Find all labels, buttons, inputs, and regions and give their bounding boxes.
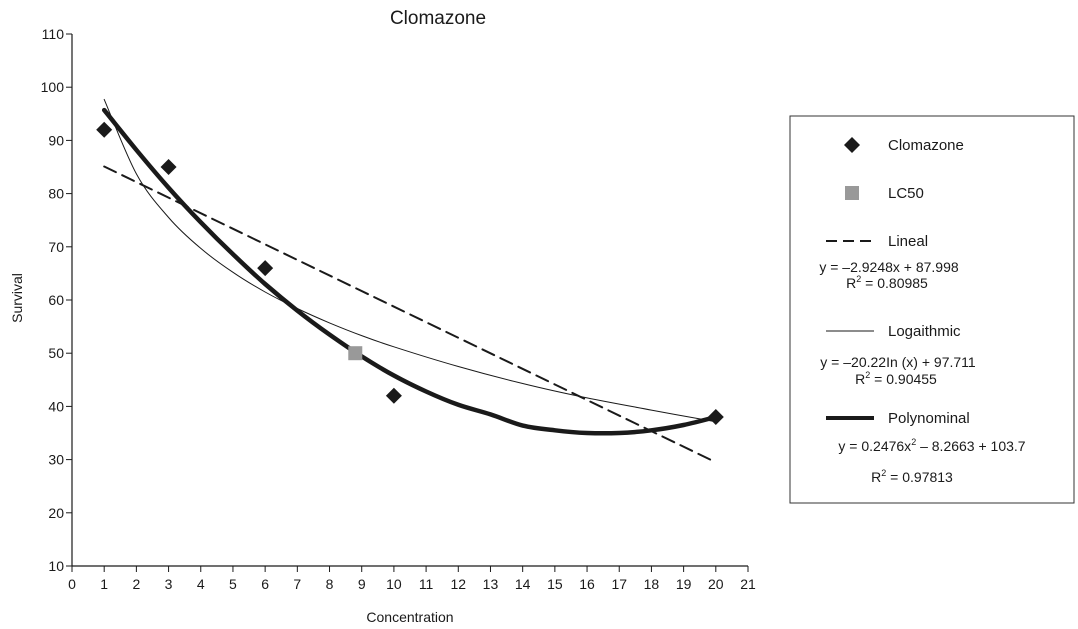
y-tick-label: 20 (48, 505, 64, 521)
legend-label-polynominal: Polynominal (888, 410, 970, 427)
r2-value: = 0.90455 (870, 371, 937, 387)
x-tick-label: 13 (483, 576, 499, 592)
series-line-lineal (103, 165, 717, 464)
y-tick-label: 80 (48, 186, 64, 202)
y-tick-label: 30 (48, 452, 64, 468)
y-tick-label: 110 (42, 26, 65, 42)
data-point-clomazone (160, 159, 177, 175)
x-tick-label: 2 (132, 576, 140, 592)
x-tick-label: 3 (165, 576, 173, 592)
y-tick-label: 90 (48, 132, 64, 148)
r2-exponent: 2 (881, 468, 886, 478)
x-tick-label: 21 (740, 576, 756, 592)
x-tick-label: 10 (386, 576, 402, 592)
r2-prefix: R (871, 469, 881, 485)
x-tick-label: 14 (515, 576, 531, 592)
chart-title: Clomazone (390, 8, 486, 29)
series-line-logaithmic (103, 98, 717, 423)
x-ticks: 0 1 2 3 4 5 6 7 8 9 10 11 12 13 14 15 16 17 18 19 20 21 (68, 566, 756, 592)
y-tick-label: 60 (48, 292, 64, 308)
eq-part-a: y = 0.2476x (838, 438, 911, 454)
y-tick-label: 100 (41, 79, 65, 95)
x-tick-label: 1 (100, 576, 108, 592)
x-tick-label: 8 (326, 576, 334, 592)
y-tick-label: 50 (48, 345, 64, 361)
legend-equation-polynominal: y = 0.2476x2 – 8.2663 + 103.7 (838, 437, 1025, 454)
legend-equation-logaithmic: y = –20.22In (x) + 97.711 (820, 354, 976, 370)
r2-prefix: R (846, 275, 856, 291)
series-layer (96, 98, 724, 464)
x-tick-label: 12 (450, 576, 466, 592)
x-tick-label: 0 (68, 576, 76, 592)
x-tick-label: 15 (547, 576, 563, 592)
x-tick-label: 18 (644, 576, 660, 592)
y-tick-label: 10 (48, 558, 64, 574)
legend-label-lc50: LC50 (888, 185, 924, 202)
x-tick-label: 7 (293, 576, 301, 592)
data-point-clomazone (385, 387, 402, 404)
y-tick-label: 40 (48, 398, 64, 414)
legend-label-lineal: Lineal (888, 233, 928, 250)
legend-label-clomazone: Clomazone (888, 137, 964, 154)
y-tick-label: 70 (48, 239, 64, 255)
r2-exponent: 2 (865, 370, 870, 380)
eq-exponent: 2 (911, 437, 916, 447)
x-tick-label: 19 (676, 576, 692, 592)
legend-r2-logaithmic: R2 = 0.90455 (855, 370, 937, 387)
x-tick-label: 4 (197, 576, 205, 592)
data-point-clomazone (707, 409, 724, 426)
x-tick-label: 17 (611, 576, 627, 592)
x-tick-label: 20 (708, 576, 724, 592)
x-tick-label: 11 (419, 576, 434, 592)
legend-box (789, 115, 1075, 504)
legend-r2-lineal: R2 = 0.80985 (846, 274, 928, 291)
eq-part-b: – 8.2663 + 103.7 (916, 438, 1026, 454)
legend-equation-lineal: y = –2.9248x + 87.998 (819, 259, 959, 275)
legend-r2-polynominal: R2 = 0.97813 (871, 468, 953, 485)
legend-symbol-diamond (844, 137, 860, 153)
r2-prefix: R (855, 371, 865, 387)
data-point-clomazone (96, 121, 113, 138)
x-axis-label: Concentration (366, 609, 453, 625)
series-line-polynominal (101, 107, 719, 436)
legend: Clomazone LC50 Lineal y = –2.9248x + 87.… (789, 115, 1075, 504)
legend-symbol-square (845, 186, 859, 200)
y-axis-label: Survival (9, 273, 25, 323)
r2-exponent: 2 (856, 274, 861, 284)
data-point-lc50 (348, 346, 363, 361)
r2-value: = 0.80985 (861, 275, 928, 291)
data-point-clomazone (257, 260, 274, 277)
x-tick-label: 5 (229, 576, 237, 592)
x-tick-label: 16 (579, 576, 595, 592)
axes (71, 34, 748, 567)
x-tick-label: 6 (261, 576, 269, 592)
x-tick-label: 9 (358, 576, 366, 592)
r2-value: = 0.97813 (886, 469, 953, 485)
legend-label-logaithmic: Logaithmic (888, 323, 961, 340)
y-ticks: 10 20 30 40 50 60 70 80 90 100 110 (41, 26, 72, 574)
